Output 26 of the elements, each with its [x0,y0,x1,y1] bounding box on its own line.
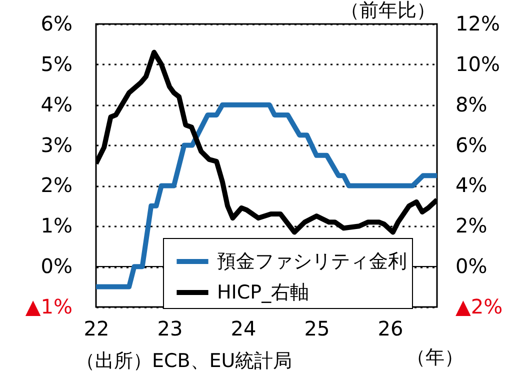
y2-tick-label: ▲2% [456,294,503,318]
x-tick-label: 24 [230,316,256,340]
y-tick-label: 3% [40,132,72,157]
legend-label: HICP_右軸 [217,282,310,304]
y2-tick-label: 6% [456,132,488,157]
text: （出所）ECB、EU統計局 [76,350,292,372]
y2-tick-label: 0% [456,254,488,278]
y2-tick-label: 2% [456,214,488,238]
legend-label: 預金ファシリティ金利 [217,250,407,272]
x-tick-label: 22 [84,316,110,340]
y2-tick-label: 4% [456,173,488,198]
x-axis-title: （年） [406,346,464,368]
y-tick-label: ▲1% [25,294,72,318]
y2-tick-label: 8% [456,92,488,116]
y-tick-label: 5% [40,52,72,76]
y2-axis-title: （前年比） [340,0,436,22]
x-tick-label: 26 [378,316,404,340]
y-tick-label: 6% [40,12,72,36]
y-tick-label: 0% [40,254,72,278]
y-tick-label: 1% [40,214,72,238]
y2-tick-label: 12% [456,12,500,36]
x-tick-label: 23 [157,316,183,340]
y-tick-label: 4% [40,92,72,116]
y2-tick-label: 10% [456,52,500,76]
y-tick-label: 2% [40,173,72,198]
x-tick-label: 25 [304,316,330,340]
